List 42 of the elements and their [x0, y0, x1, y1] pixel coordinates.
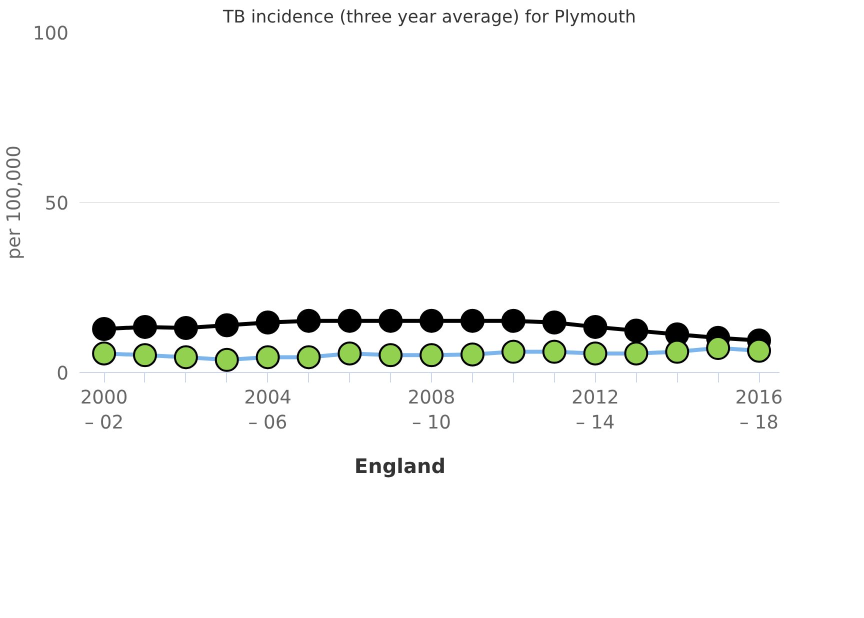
point — [296, 345, 321, 370]
point — [174, 316, 198, 340]
point — [542, 310, 566, 334]
point — [92, 317, 116, 341]
x-tick-label: 2012 – 14 — [572, 388, 620, 434]
point — [132, 343, 157, 368]
x-tick-label: 2016 – 18 — [735, 388, 783, 434]
point — [460, 308, 484, 333]
point — [174, 345, 198, 370]
point — [92, 341, 116, 366]
point — [132, 314, 157, 339]
point — [420, 343, 444, 368]
point — [747, 338, 772, 363]
y-tick-label: 100 — [32, 24, 68, 44]
chart-title: TB incidence (three year average) for Plymouth — [222, 8, 636, 28]
y-axis-title: per 100,000 — [4, 145, 25, 260]
point — [214, 348, 239, 372]
point — [706, 336, 730, 360]
point — [542, 340, 566, 364]
point — [665, 340, 690, 364]
point — [214, 313, 239, 338]
point — [501, 308, 526, 333]
point — [378, 308, 403, 333]
x-tick-label: 2008 – 10 — [408, 388, 456, 434]
point — [460, 342, 484, 366]
point — [501, 340, 526, 364]
point — [583, 341, 608, 366]
point — [256, 310, 280, 334]
point — [378, 343, 403, 368]
point — [338, 308, 362, 333]
point — [296, 308, 321, 333]
point — [338, 341, 362, 366]
text: England — [354, 454, 446, 478]
y-tick-label: 0 — [56, 364, 69, 384]
y-tick-label: 50 — [44, 194, 69, 214]
point — [420, 308, 444, 333]
point — [256, 345, 280, 370]
x-tick-label: 2000 – 02 — [80, 388, 128, 434]
point — [624, 318, 648, 343]
x-tick-label: 2004 – 06 — [244, 388, 292, 434]
point — [583, 314, 608, 339]
point — [624, 341, 648, 366]
